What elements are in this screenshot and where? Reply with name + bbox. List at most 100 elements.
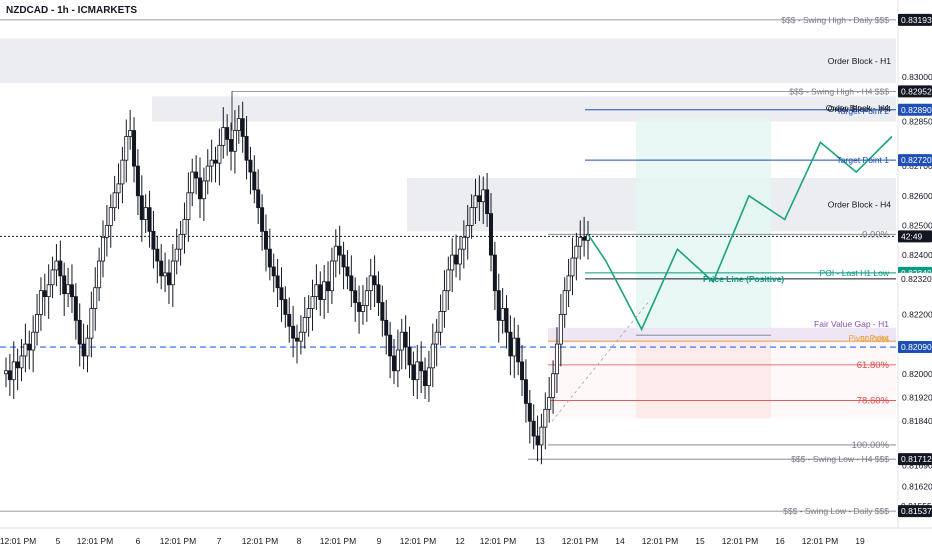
candle-body (326, 281, 331, 292)
time-tick-label: 5 (56, 536, 61, 546)
candle-body (562, 290, 567, 315)
candle-body (85, 337, 90, 357)
candle-body (128, 130, 133, 137)
level-label: $$$ - Swing Low - H4 $$$ (791, 454, 889, 464)
order-block-label: Order Block - H4 (828, 200, 892, 210)
price-tick-label: 0.81840 (902, 416, 932, 426)
candle-body (485, 189, 490, 214)
candle-body (42, 290, 47, 298)
price-badge (898, 13, 932, 26)
candle-body (551, 373, 556, 398)
candle-body (547, 397, 552, 410)
candle-body (116, 183, 121, 194)
candle-body (407, 346, 412, 366)
zones-layer (0, 38, 896, 419)
price-badge-label: 0.82952 (901, 86, 932, 96)
candle-body (520, 361, 525, 381)
candle-body (357, 302, 362, 312)
price-badge (898, 505, 932, 518)
symbol-title: NZDCAD - 1h - ICMARKETS (6, 5, 138, 16)
candle-body (527, 403, 532, 422)
candle-body (221, 127, 226, 146)
candle-body (508, 331, 513, 357)
candle-body (438, 311, 443, 333)
price-badge-label: 0.82320 (901, 274, 932, 284)
candle-body (170, 260, 175, 286)
candle-body (360, 305, 365, 312)
candle-body (232, 130, 237, 152)
candle-body (69, 284, 74, 298)
candle-body (450, 254, 455, 271)
price-tick-label: 0.82500 (902, 220, 932, 230)
price-badge (898, 230, 932, 243)
candle-body (23, 343, 28, 357)
candle-body (492, 254, 497, 292)
candle-body (314, 284, 319, 298)
candle-body (469, 207, 474, 226)
candle-body (248, 159, 253, 173)
candle-body (574, 245, 579, 259)
candle-body (322, 281, 327, 300)
price-badge-label: 0.82090 (901, 342, 932, 352)
price-badge (898, 272, 932, 285)
price-line-label: Price Line (Positive) (703, 274, 784, 284)
candle-body (399, 331, 404, 351)
time-tick-label: 12:01 PM (722, 536, 758, 546)
time-tick-label: 7 (217, 536, 222, 546)
candle-body (291, 325, 296, 339)
time-tick-label: 15 (695, 536, 705, 546)
candle-body (50, 269, 55, 286)
candle-body (151, 230, 156, 250)
level-label: Pivot Point (848, 333, 889, 343)
level-labels-layer: Order Block - H1 Order Block - H4 Order Bl… (703, 15, 891, 516)
candle-body (388, 334, 393, 357)
order-block-zone (152, 96, 896, 122)
candle-body (101, 236, 106, 262)
candle-body (500, 308, 505, 321)
candle-body (535, 435, 540, 446)
time-axis[interactable]: 12:01 PM 5 12:01 PM 6 12:01 PM 7 12:01 PM 8 12:0… (0, 527, 932, 546)
candle-body (488, 213, 493, 256)
candle-body (112, 192, 117, 209)
candle-body (337, 245, 342, 256)
level-label: POI - Last H1 Low (820, 268, 890, 278)
candle-body (267, 248, 272, 268)
fib-diagonal (551, 302, 649, 422)
candle-body (108, 207, 113, 226)
candle-body (403, 331, 408, 348)
candle-body (442, 290, 447, 312)
level-label: $$$ - Swing High - H4 $$$ (789, 86, 889, 96)
price-axis[interactable]: 0.830000.828500.827000.826000.825000.824… (897, 0, 932, 528)
candle-body (19, 355, 24, 369)
price-tick-label: 0.82000 (902, 369, 932, 379)
candle-body (279, 287, 284, 300)
candle-body (461, 236, 466, 250)
candle-body (539, 426, 544, 446)
candle-body (430, 343, 435, 369)
candle-body (318, 284, 323, 300)
candle-body (73, 296, 78, 321)
candle-body (252, 171, 257, 191)
candle-body (190, 171, 195, 194)
candle-body (372, 275, 377, 286)
candle-body (205, 165, 210, 182)
order-block-label: Order Block - H4 (828, 104, 892, 114)
projection-layer (551, 135, 893, 422)
order-block-label: Order Block - H1 (828, 56, 892, 66)
price-tick-label: 0.82400 (902, 250, 932, 260)
candle-body (132, 130, 137, 167)
price-badge-label: 0.82890 (901, 105, 932, 115)
candle-body (395, 349, 400, 372)
candle-body (554, 343, 559, 375)
candle-body (523, 379, 528, 404)
candle-body (260, 207, 265, 232)
candle-body (434, 331, 439, 345)
candle-body (391, 355, 396, 372)
candle-body (306, 308, 311, 318)
level-label: Target Point 1 (837, 155, 890, 165)
candle-body (201, 180, 206, 200)
candle-body (11, 361, 16, 381)
order-block-zone (0, 38, 896, 84)
time-tick-label: 16 (775, 536, 785, 546)
